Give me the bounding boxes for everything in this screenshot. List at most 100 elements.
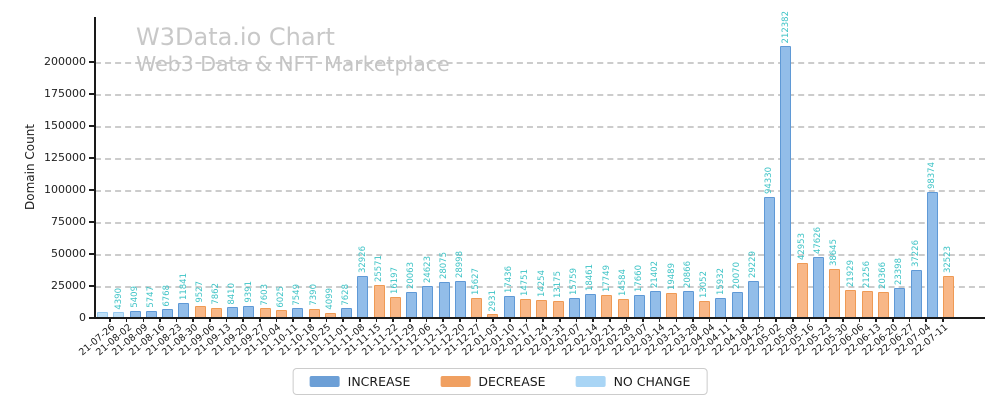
bar-value-label: 9527 xyxy=(194,281,205,303)
x-tick-mark xyxy=(825,318,828,322)
bar-value-label: 98374 xyxy=(927,162,938,190)
plot-area: 4390 5409 5747 6768 11841 9527 7862 8410 9391 760… xyxy=(95,11,985,318)
legend-label: DECREASE xyxy=(478,374,546,389)
y-tick-label: 0 xyxy=(79,311,86,324)
bar-value-label: 14254 xyxy=(536,269,547,297)
bar-value-label: 20866 xyxy=(682,261,693,289)
x-tick-mark xyxy=(109,318,111,322)
y-axis-spine xyxy=(94,17,96,319)
bar xyxy=(536,299,548,318)
x-tick-mark xyxy=(159,318,161,322)
y-tick-label: 150000 xyxy=(44,119,86,132)
y-tick-mark xyxy=(89,317,95,319)
x-tick-mark xyxy=(492,318,494,322)
bar xyxy=(617,299,629,318)
x-tick-mark xyxy=(359,318,361,322)
x-tick-mark xyxy=(925,318,927,322)
x-tick-mark xyxy=(475,318,478,322)
bar-value-label: 13052 xyxy=(699,271,710,299)
bar-value-label: 15627 xyxy=(471,267,482,295)
bar-value-label: 42953 xyxy=(796,232,807,261)
legend-item-decrease: DECREASE xyxy=(440,374,546,389)
x-tick-mark xyxy=(942,318,944,322)
x-tick-mark xyxy=(175,318,178,322)
bar-value-label: 21402 xyxy=(650,260,661,288)
bar xyxy=(698,301,710,318)
bar-value-label: 4390 xyxy=(113,287,124,310)
x-tick-mark xyxy=(858,318,861,322)
bar-value-label: 17749 xyxy=(601,265,612,293)
bar-value-label: 18461 xyxy=(585,264,596,292)
x-tick-mark xyxy=(775,318,778,322)
bar-value-label: 17436 xyxy=(504,265,514,293)
x-tick-mark xyxy=(142,318,145,322)
x-tick-mark xyxy=(225,318,228,322)
bar xyxy=(829,268,841,318)
bar-value-label: 21256 xyxy=(861,260,872,288)
x-tick-mark xyxy=(209,318,211,322)
x-tick-mark xyxy=(742,318,744,322)
x-tick-mark xyxy=(608,318,611,322)
bar xyxy=(454,280,466,318)
bar-value-label: 7862 xyxy=(211,283,222,305)
bar xyxy=(406,292,418,318)
x-tick-mark xyxy=(458,318,461,322)
bar-value-label: 7628 xyxy=(341,283,352,306)
bar xyxy=(633,295,645,318)
bar xyxy=(926,192,938,318)
y-tick-mark xyxy=(89,93,95,95)
x-tick-mark xyxy=(292,318,295,322)
bar xyxy=(812,257,824,318)
bar-value-label: 5747 xyxy=(146,286,157,308)
bar-value-label: 38645 xyxy=(829,238,840,266)
legend-swatch-increase xyxy=(309,376,340,387)
bar-value-label: 28075 xyxy=(438,252,449,280)
bar xyxy=(682,291,694,318)
y-grid-line xyxy=(95,286,985,288)
bar xyxy=(357,275,369,318)
bar xyxy=(764,197,776,318)
bar-value-label: 15759 xyxy=(569,267,580,295)
x-tick-mark xyxy=(442,318,444,322)
x-tick-mark xyxy=(242,318,245,322)
x-tick-mark xyxy=(542,318,544,322)
y-tick-mark xyxy=(89,189,95,191)
x-tick-mark xyxy=(309,318,311,322)
bar-value-label: 24623 xyxy=(422,256,433,284)
y-grid-line xyxy=(95,94,985,96)
bar-value-label: 29229 xyxy=(748,250,759,278)
bar-value-label: 9391 xyxy=(243,281,254,303)
bar xyxy=(780,46,792,318)
legend-label: NO CHANGE xyxy=(613,374,691,389)
legend-swatch-decrease xyxy=(440,376,471,387)
bar-value-label: 94330 xyxy=(764,167,775,195)
y-tick-label: 25000 xyxy=(51,279,86,292)
bar-value-label: 25571 xyxy=(373,255,384,283)
bar xyxy=(877,291,889,318)
legend: INCREASE DECREASE NO CHANGE xyxy=(292,368,708,395)
bar xyxy=(845,289,857,318)
x-tick-mark xyxy=(692,318,694,322)
bar xyxy=(894,288,906,318)
x-tick-mark xyxy=(708,318,711,322)
bar xyxy=(520,299,532,318)
bar-value-label: 47626 xyxy=(813,227,824,255)
bar-value-label: 11841 xyxy=(178,272,189,300)
x-tick-mark xyxy=(625,318,628,322)
legend-item-nochange: NO CHANGE xyxy=(575,374,691,389)
bar xyxy=(503,295,515,318)
bar-value-label: 28998 xyxy=(455,250,466,278)
x-tick-mark xyxy=(675,318,678,322)
y-tick-mark xyxy=(89,285,95,287)
bar xyxy=(373,285,385,318)
y-tick-mark xyxy=(89,61,95,63)
x-tick-mark xyxy=(425,318,428,322)
y-grid-line xyxy=(95,222,985,224)
x-tick-mark xyxy=(125,318,128,322)
x-tick-mark xyxy=(725,318,728,322)
x-tick-mark xyxy=(375,318,378,322)
y-grid-line xyxy=(95,62,985,64)
x-tick-mark xyxy=(658,318,661,322)
bar xyxy=(731,292,743,318)
x-tick-mark xyxy=(758,318,761,322)
